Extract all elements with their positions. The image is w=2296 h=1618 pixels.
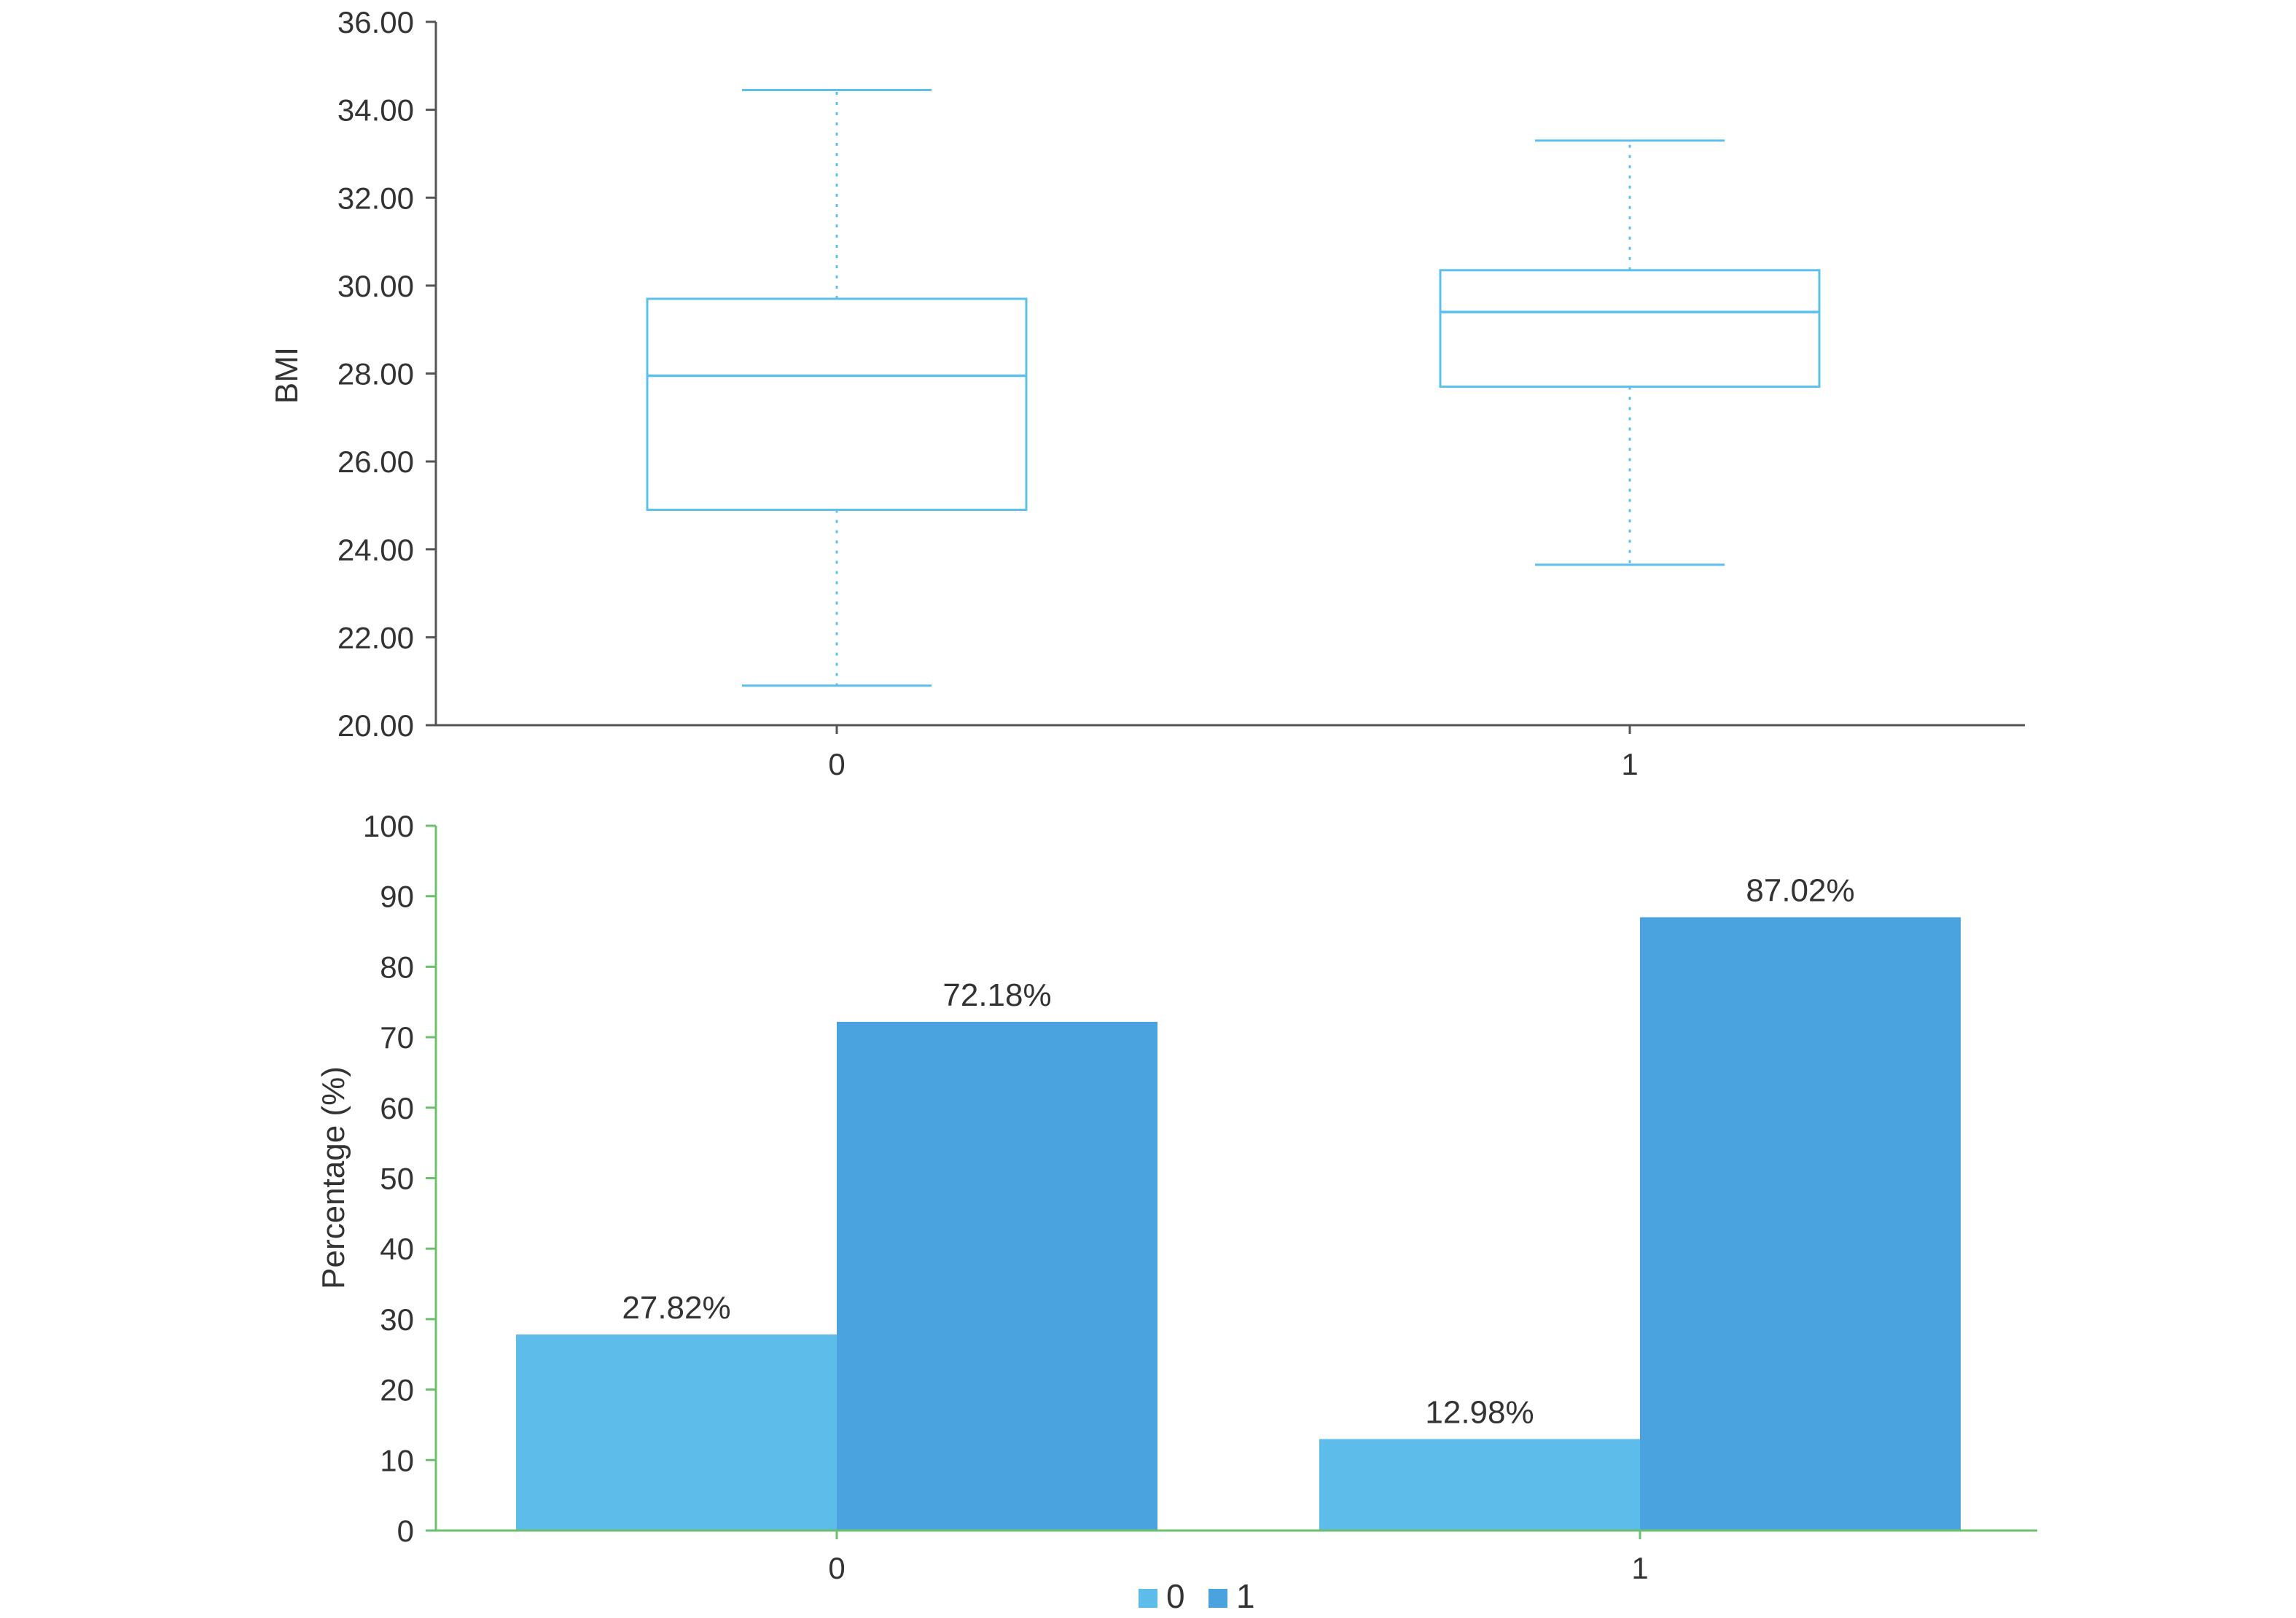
box-y-tick-label: 36.00 <box>337 5 414 39</box>
bar-y-ticks: 0 10 20 30 40 50 60 70 80 90 100 <box>363 809 436 1548</box>
bar-series-0-cat-0 <box>516 1334 837 1531</box>
bar-y-tick-label: 80 <box>380 950 414 984</box>
bar-y-tick-label: 50 <box>380 1162 414 1196</box>
bar-y-tick-label: 70 <box>380 1020 414 1055</box>
box-y-tick-label: 22.00 <box>337 620 414 654</box>
box-iqr <box>1439 269 1821 388</box>
legend-swatch-0 <box>1139 1589 1157 1608</box>
bar-y-tick-label: 100 <box>363 809 414 843</box>
bar-series-1-cat-0 <box>837 1022 1157 1531</box>
box-y-ticks: 20.00 22.00 24.00 26.00 28.00 30.00 32.00 34.00… <box>337 5 436 743</box>
box-y-tick-label: 32.00 <box>337 181 414 215</box>
box-y-tick-label: 34.00 <box>337 93 414 128</box>
bar-y-tick-label: 60 <box>380 1091 414 1125</box>
box-x-tick-label: 1 <box>1621 747 1638 781</box>
bar-data-labels: 27.82% 72.18% 12.98% 87.02% <box>622 873 1854 1431</box>
bar-y-tick-label: 40 <box>380 1232 414 1266</box>
bar-series-1-cat-1 <box>1640 917 1961 1531</box>
bar-data-label: 12.98% <box>1425 1394 1534 1430</box>
bar-data-label: 87.02% <box>1746 873 1854 909</box>
bar-data-label: 72.18% <box>942 977 1051 1013</box>
bmi-boxplot: 20.00 22.00 24.00 26.00 28.00 30.00 32.00 34.00… <box>269 5 2025 781</box>
bar-y-tick-label: 10 <box>380 1443 414 1477</box>
bar-y-tick-label: 30 <box>380 1302 414 1337</box>
box-y-axis-title: BMI <box>269 347 305 404</box>
bar-marks <box>516 917 1961 1531</box>
box-x-tick-label: 0 <box>828 747 845 781</box>
box-group-1 <box>1439 139 1821 566</box>
bar-y-tick-label: 0 <box>397 1514 414 1548</box>
bar-y-axis-title: Percentage (%) <box>316 1066 351 1289</box>
bar-x-tick-label: 0 <box>828 1551 845 1585</box>
box-y-tick-label: 30.00 <box>337 269 414 303</box>
bar-x-tick-label: 1 <box>1631 1551 1648 1585</box>
bar-data-label: 27.82% <box>622 1290 730 1326</box>
box-group-0 <box>646 88 1028 687</box>
box-y-tick-label: 26.00 <box>337 445 414 479</box>
box-iqr <box>646 297 1028 511</box>
box-marks <box>646 88 1821 687</box>
bar-y-tick-label: 90 <box>380 880 414 914</box>
bar-y-tick-label: 20 <box>380 1373 414 1407</box>
legend-swatch-1 <box>1208 1589 1227 1608</box>
legend-label-1: 1 <box>1236 1577 1255 1615</box>
box-y-tick-label: 24.00 <box>337 533 414 567</box>
legend-label-0: 0 <box>1166 1577 1185 1615</box>
bar-series-0-cat-1 <box>1319 1439 1640 1531</box>
legend: 0 1 <box>1139 1577 1255 1615</box>
box-y-tick-label: 28.00 <box>337 357 414 391</box>
box-y-tick-label: 20.00 <box>337 708 414 743</box>
